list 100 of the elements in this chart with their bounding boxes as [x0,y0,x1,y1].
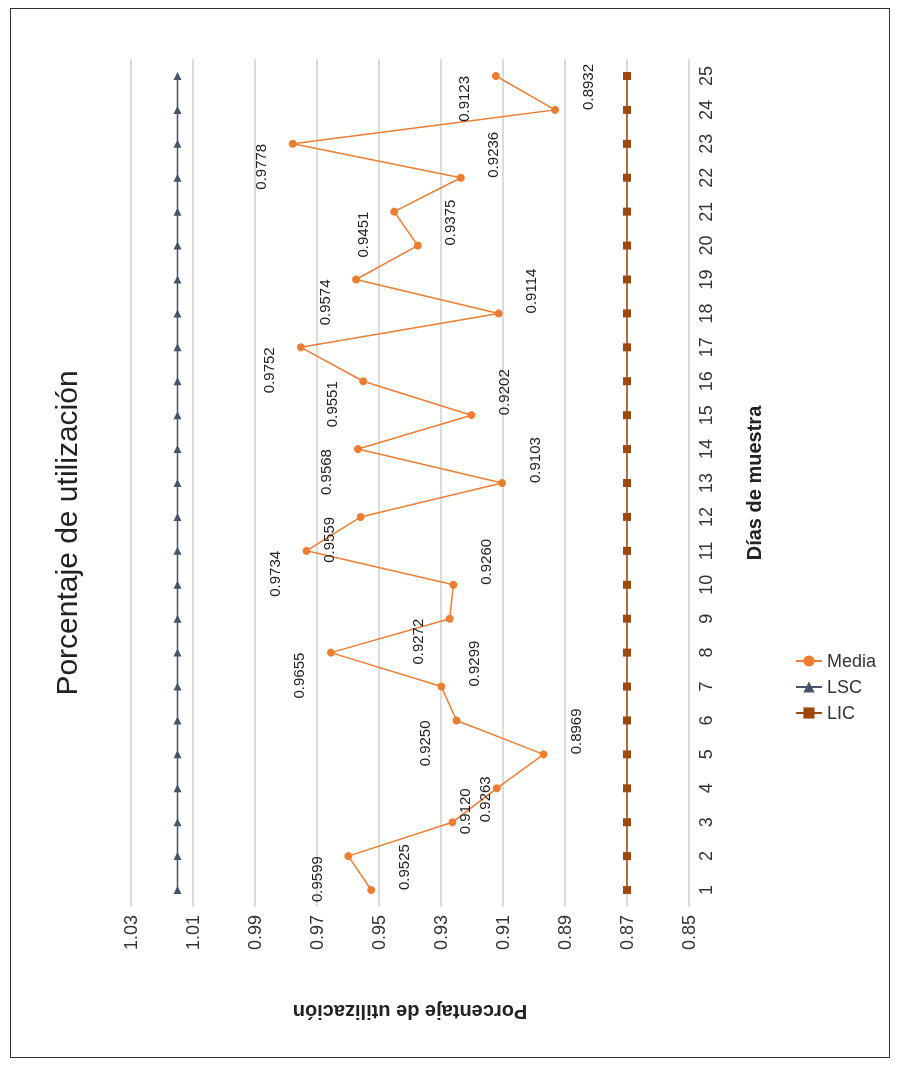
point [623,207,631,216]
y-tick-label: 1 [696,885,716,896]
point [456,173,465,182]
point [623,784,631,793]
y-tick-label: 2 [696,851,716,862]
point [623,682,631,691]
data-label: 0.9120 [456,788,474,835]
data-label: 0.9551 [322,381,340,428]
data-label: 0.9236 [484,131,502,178]
data-label: 0.9752 [260,347,278,394]
y-tick-label: 6 [696,715,716,726]
data-label: 0.9263 [475,776,493,823]
y-tick-label: 3 [696,817,716,828]
point [367,886,376,895]
y-tick-label: 7 [696,681,716,692]
point [492,784,501,793]
y-tick-label: 22 [696,167,716,188]
y-tick-label: 17 [696,337,716,358]
data-label: 0.8969 [567,708,585,755]
data-label: 0.9103 [525,437,543,483]
y-tick-label: 20 [696,235,716,256]
point [173,445,182,454]
y-tick-label: 8 [696,647,716,658]
point [173,343,182,352]
y-tick-label: 15 [696,405,716,426]
point [623,173,631,182]
data-label: 0.9574 [315,279,333,326]
data-label: 0.9778 [252,143,270,190]
legend-label: LIC [826,703,855,723]
data-label: 0.9375 [441,199,459,246]
point [448,818,457,827]
data-label: 0.9599 [307,856,325,903]
point [173,886,182,895]
point [173,750,182,759]
point [539,750,548,759]
point [623,479,631,487]
point [623,580,631,589]
point [491,71,500,80]
point [623,886,631,895]
point [623,241,631,250]
point [344,852,353,861]
point [467,411,476,420]
data-label: 0.9260 [476,538,494,585]
point [449,580,458,589]
point [173,479,182,487]
point [623,71,631,80]
x-tick-label: 0.97 [307,915,327,951]
point [173,309,182,318]
text: Porcentaje de utilización [49,370,83,696]
y-tick-label: 16 [696,371,716,392]
point [498,479,507,487]
point [623,411,631,420]
point [623,852,631,861]
data-label: 0.9559 [320,516,338,563]
data-label: 0.9272 [409,618,427,665]
y-tick-label: 4 [696,783,716,794]
point [173,275,182,284]
x-tick-label: 0.99 [245,915,265,951]
point [623,445,631,454]
data-label: 0.9734 [265,550,283,597]
x-tick-label: 1.01 [183,915,203,951]
point [623,546,631,555]
data-label: 0.9525 [394,844,412,891]
point [494,309,503,318]
y-tick-label: 14 [696,439,716,460]
y-tick-label: 19 [696,269,716,290]
point [296,343,305,352]
y-tick-label: 10 [696,574,716,595]
point [173,818,182,827]
data-label: 0.9451 [353,211,371,258]
y-tick-label: 18 [696,303,716,324]
legend-label: Media [826,651,877,671]
y-tick-label: 12 [696,506,716,527]
x-tick-label: 0.87 [617,915,637,951]
point [173,71,182,80]
point [352,275,361,284]
x-tick-label: 0.89 [555,915,575,951]
data-label: 0.8932 [578,63,596,110]
y-tick-label: 5 [696,749,716,760]
point [173,241,182,250]
x-tick-label: 0.93 [431,915,451,951]
point [623,275,631,284]
point [623,716,631,725]
point [623,343,631,352]
y-tick-label: 21 [696,201,716,222]
point [623,139,631,148]
point [623,512,631,521]
point [359,377,368,386]
x-tick-label: 0.95 [369,915,389,951]
point [623,818,631,827]
point [551,105,560,114]
point [356,512,365,521]
data-label: 0.9123 [455,75,473,122]
x-tick-label: 0.85 [679,915,699,951]
point [288,139,297,148]
y-tick-label: 23 [696,133,716,154]
point [173,648,182,657]
data-label: 0.9655 [290,652,308,699]
y-tick-label: 11 [696,541,716,561]
point [302,546,311,555]
